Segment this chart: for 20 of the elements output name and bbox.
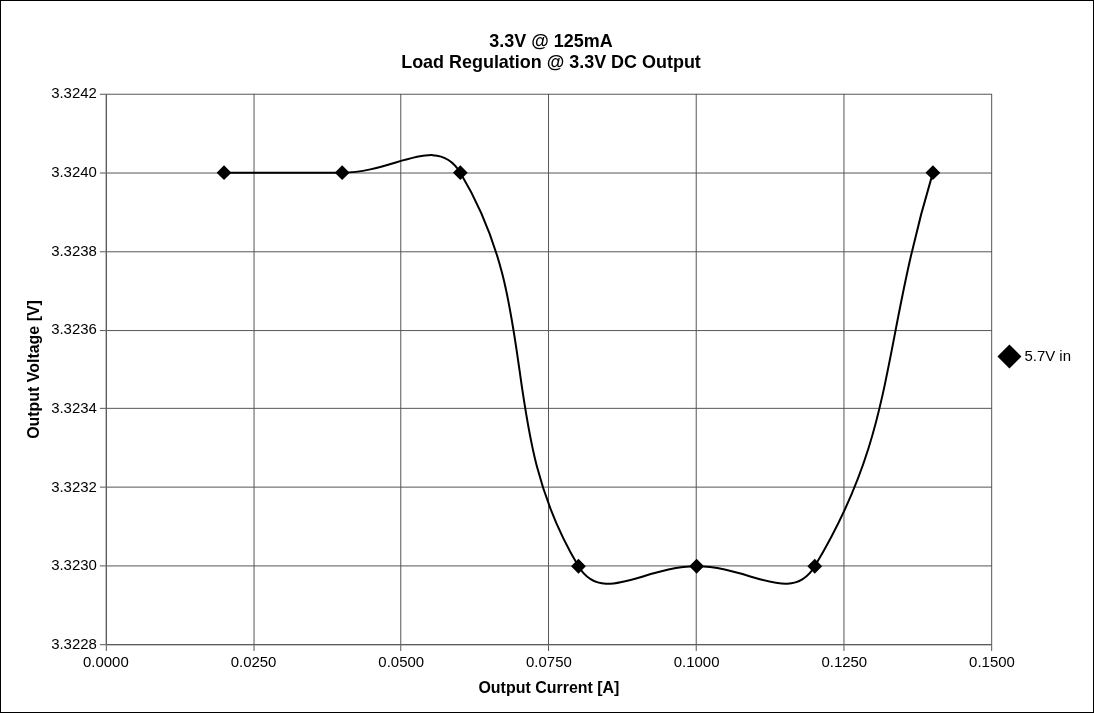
y-tick-label: 3.3242 xyxy=(51,84,97,102)
y-tick-label: 3.3238 xyxy=(51,241,97,259)
x-tick-label: 0.1500 xyxy=(969,653,1015,671)
x-tick-label: 0.0750 xyxy=(526,653,572,671)
y-tick-label: 3.3234 xyxy=(51,398,97,416)
y-tick-label: 3.3230 xyxy=(51,556,97,574)
x-tick-label: 0.1250 xyxy=(821,653,868,671)
x-tick-label: 0.0500 xyxy=(378,653,425,671)
x-tick-label: 0.0000 xyxy=(83,653,129,671)
y-tick-label: 3.3232 xyxy=(51,477,97,495)
text: 3.3V @ 125mA xyxy=(489,30,613,51)
text: Load Regulation @ 3.3V DC Output xyxy=(401,52,701,73)
x-axis-title: Output Current [A] xyxy=(478,678,620,696)
x-tick-label: 0.0250 xyxy=(230,653,277,671)
y-tick-label: 3.3240 xyxy=(51,162,97,180)
y-tick-label: 3.3236 xyxy=(51,320,97,338)
legend-label: 5.7V in xyxy=(1024,346,1072,364)
y-axis-title: Output Voltage [V] xyxy=(24,300,42,439)
y-tick-label: 3.3228 xyxy=(51,635,97,653)
x-tick-label: 0.1000 xyxy=(673,653,720,671)
